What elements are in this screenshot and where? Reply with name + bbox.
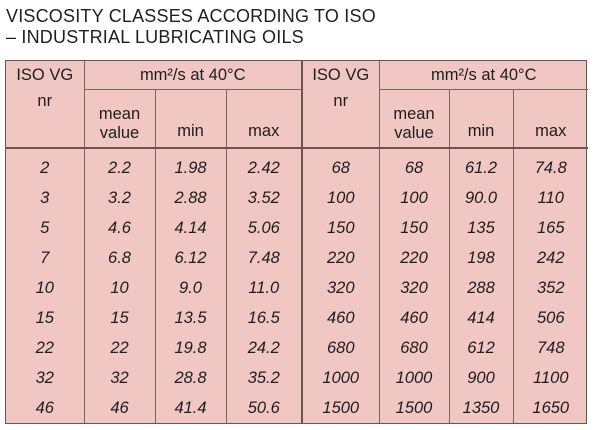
viscosity-table: ISO VG mm²/s at 40°C ISO VG mm²/s at 40°… xyxy=(5,60,589,424)
cell-iso-vg-left: 2 xyxy=(6,147,85,184)
cell-min-right: 90.0 xyxy=(449,183,514,214)
cell-mean-right: 220 xyxy=(379,243,450,274)
cell-iso-vg-right: 1500 xyxy=(302,393,380,423)
cell-max-right: 165 xyxy=(537,218,565,237)
cell-max-left: 11.0 xyxy=(226,273,304,304)
header-iso-vg-left: ISO VG xyxy=(6,61,85,90)
title-line-2: – INDUSTRIAL LUBRICATING OILS xyxy=(6,27,304,47)
cell-iso-vg-left: 32 xyxy=(6,363,85,394)
cell-min-left: 28.8 xyxy=(155,363,227,394)
header-max-right: max xyxy=(535,122,567,141)
table-row: 32 32 28.8 35.2 1000 1000 900 1100 xyxy=(6,363,588,394)
cell-min-left: 19.8 xyxy=(155,333,227,364)
cell-mean-left: 10 xyxy=(84,273,156,304)
cell-max-left: 50.6 xyxy=(226,393,304,423)
cell-iso-vg-right: 320 xyxy=(302,273,380,304)
title-line-1: VISCOSITY CLASSES ACCORDING TO ISO xyxy=(6,6,376,26)
cell-min-right: 198 xyxy=(449,243,514,274)
header-max-left: max xyxy=(226,89,304,149)
header-mean-value-left: mean value xyxy=(84,89,156,149)
cell-min-left: 1.98 xyxy=(155,147,227,184)
cell-max-right: 242 xyxy=(537,248,565,267)
table-row: 5 4.6 4.14 5.06 150 150 135 165 xyxy=(6,213,588,244)
cell-min-right: 288 xyxy=(449,273,514,304)
cell-min-left: 6.12 xyxy=(155,243,227,274)
cell-mean-left: 4.6 xyxy=(84,213,156,244)
cell-min-left: 4.14 xyxy=(155,213,227,244)
cell-min-right: 135 xyxy=(449,213,514,244)
cell-max-right: 110 xyxy=(537,188,564,207)
table-row: 2 2.2 1.98 2.42 68 68 61.2 74.8 xyxy=(6,147,589,184)
cell-iso-vg-left: 46 xyxy=(6,393,85,423)
table-row: 10 10 9.0 11.0 320 320 288 352 xyxy=(6,273,588,304)
header-iso-vg-right: ISO VG xyxy=(302,61,380,90)
cell-mean-right: 100 xyxy=(379,183,450,214)
cell-mean-right: 680 xyxy=(379,333,450,364)
cell-iso-vg-left: 7 xyxy=(6,243,85,274)
cell-iso-vg-left: 5 xyxy=(6,213,85,244)
cell-min-left: 2.88 xyxy=(155,183,227,214)
cell-min-right: 414 xyxy=(449,303,514,334)
cell-max-left: 24.2 xyxy=(226,333,304,364)
cell-max-right: 74.8 xyxy=(513,147,589,184)
cell-max-right: 1100 xyxy=(533,368,569,387)
page-title: VISCOSITY CLASSES ACCORDING TO ISO – IND… xyxy=(6,6,376,48)
cell-max-right: 1650 xyxy=(532,398,570,417)
cell-iso-vg-right: 150 xyxy=(302,213,380,244)
cell-max-right: 748 xyxy=(537,338,565,357)
cell-min-right: 1350 xyxy=(449,393,514,423)
cell-mean-right: 320 xyxy=(379,273,450,304)
cell-iso-vg-right: 100 xyxy=(302,183,380,214)
cell-max-left: 2.42 xyxy=(226,147,304,184)
cell-min-left: 41.4 xyxy=(155,393,227,423)
cell-iso-vg-right: 220 xyxy=(302,243,380,274)
cell-iso-vg-right: 1000 xyxy=(302,363,380,394)
cell-mean-left: 22 xyxy=(84,333,156,364)
cell-max-right: 352 xyxy=(537,278,565,297)
cell-iso-vg-right: 460 xyxy=(302,303,380,334)
table-row: 22 22 19.8 24.2 680 680 612 748 xyxy=(6,333,588,364)
cell-mean-left: 6.8 xyxy=(84,243,156,274)
cell-mean-right: 68 xyxy=(379,147,450,184)
table-row: 15 15 13.5 16.5 460 460 414 506 xyxy=(6,303,588,334)
table-row: 7 6.8 6.12 7.48 220 220 198 242 xyxy=(6,243,588,274)
cell-max-left: 16.5 xyxy=(226,303,304,334)
cell-iso-vg-right: 680 xyxy=(302,333,380,364)
cell-mean-right: 150 xyxy=(379,213,450,244)
header-viscosity-group-right: mm²/s at 40°C xyxy=(379,61,589,91)
header-min-right: min xyxy=(449,89,514,149)
cell-max-left: 7.48 xyxy=(226,243,304,274)
header-viscosity-group-left: mm²/s at 40°C xyxy=(84,61,304,91)
header-nr-right: nr xyxy=(302,89,380,149)
cell-mean-left: 15 xyxy=(84,303,156,334)
cell-iso-vg-right: 68 xyxy=(302,147,380,184)
header-min-left: min xyxy=(155,89,227,149)
header-nr-left: nr xyxy=(6,89,85,149)
cell-min-right: 612 xyxy=(449,333,514,364)
cell-iso-vg-left: 22 xyxy=(6,333,85,364)
cell-min-left: 9.0 xyxy=(155,273,227,304)
cell-mean-left: 32 xyxy=(84,363,156,394)
cell-max-left: 5.06 xyxy=(226,213,304,244)
cell-max-left: 3.52 xyxy=(226,183,304,214)
cell-iso-vg-left: 15 xyxy=(6,303,85,334)
cell-iso-vg-left: 10 xyxy=(6,273,85,304)
cell-mean-right: 460 xyxy=(379,303,450,334)
cell-min-right: 900 xyxy=(449,363,514,394)
cell-mean-left: 2.2 xyxy=(84,147,156,184)
cell-iso-vg-left: 3 xyxy=(6,183,85,214)
cell-min-right: 61.2 xyxy=(449,147,514,184)
header-mean-value-right: mean value xyxy=(379,89,450,149)
table-row: 3 3.2 2.88 3.52 100 100 90.0 110 xyxy=(6,183,588,214)
cell-max-left: 35.2 xyxy=(226,363,304,394)
cell-mean-left: 3.2 xyxy=(84,183,156,214)
cell-mean-right: 1000 xyxy=(379,363,450,394)
cell-mean-right: 1500 xyxy=(379,393,450,423)
cell-min-left: 13.5 xyxy=(155,303,227,334)
table-row: 46 46 41.4 50.6 1500 1500 1350 1650 xyxy=(6,393,588,423)
cell-max-right: 506 xyxy=(537,308,565,327)
cell-mean-left: 46 xyxy=(84,393,156,423)
